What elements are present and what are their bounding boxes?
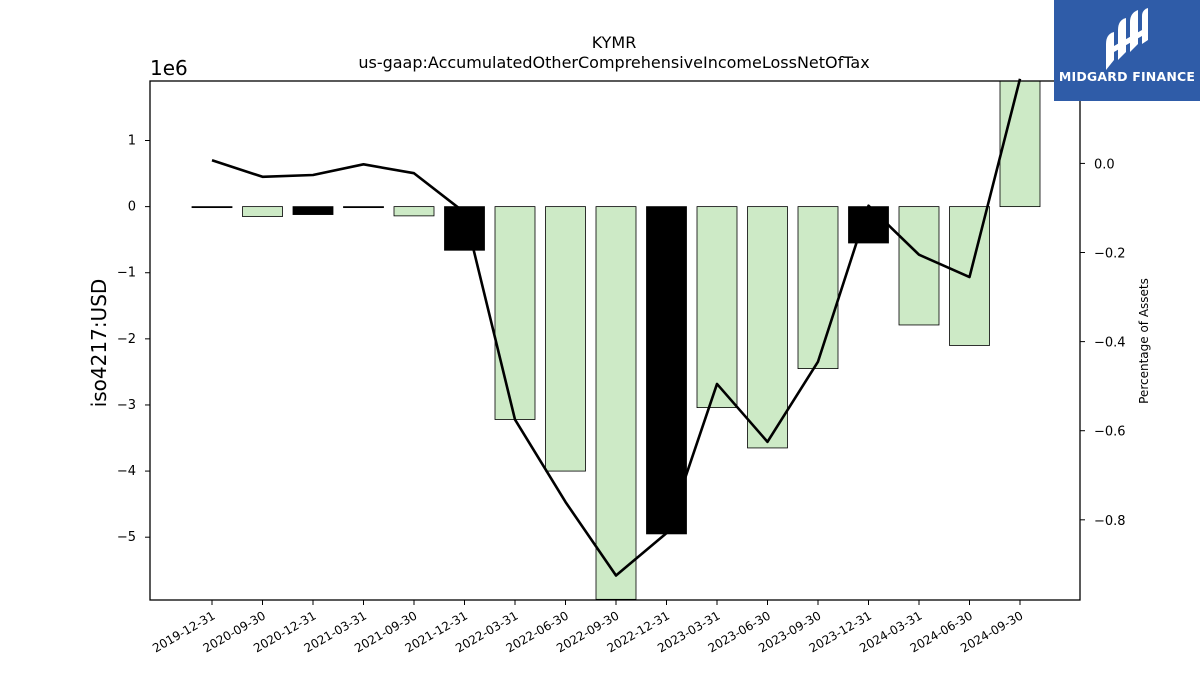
y-tick-label: 0 bbox=[128, 200, 136, 215]
y2-tick-label: −0.2 bbox=[1094, 247, 1126, 262]
y-tick-label: −2 bbox=[117, 332, 136, 347]
y-offset-label: 1e6 bbox=[150, 56, 188, 80]
y-axis-ticks: 1 0 −1 −2 −3 −4 −5 bbox=[117, 134, 150, 545]
y2-tick-label: −0.4 bbox=[1094, 336, 1126, 351]
y-tick-label: 1 bbox=[128, 134, 136, 149]
chart-subtitle: us-gaap:AccumulatedOtherComprehensiveInc… bbox=[358, 53, 869, 72]
y2-tick-label: 0.0 bbox=[1094, 157, 1115, 172]
bar bbox=[696, 206, 738, 409]
y-tick-label: −3 bbox=[117, 398, 136, 413]
logo-text: MIDGARD FINANCE bbox=[1058, 69, 1196, 84]
bar bbox=[191, 206, 233, 209]
y-axis-label: iso4217:USD bbox=[87, 279, 111, 408]
bar bbox=[797, 206, 839, 369]
y-tick-label: −5 bbox=[117, 530, 136, 545]
y2-tick-label: −0.6 bbox=[1094, 425, 1126, 440]
percentage-line bbox=[211, 78, 1022, 577]
x-axis-ticks: 2019-12-312020-09-302020-12-312021-03-31… bbox=[150, 600, 1026, 655]
y2-axis-label: Percentage of Assets bbox=[1137, 278, 1151, 404]
y-tick-label: −4 bbox=[117, 464, 136, 479]
bar bbox=[646, 206, 687, 535]
y2-axis-ticks: 0.0 −0.2 −0.4 −0.6 −0.8 bbox=[1080, 157, 1126, 529]
bar bbox=[343, 206, 384, 209]
bar bbox=[393, 206, 435, 217]
bar bbox=[999, 80, 1041, 208]
bar bbox=[898, 206, 940, 326]
logo-mark-icon bbox=[1106, 8, 1148, 70]
y-tick-label: −1 bbox=[117, 266, 136, 281]
bar bbox=[545, 206, 586, 472]
logo: MIDGARD FINANCE bbox=[1054, 0, 1200, 101]
plot-frame bbox=[149, 80, 1081, 601]
y2-tick-label: −0.8 bbox=[1094, 514, 1126, 529]
bar-series bbox=[191, 80, 1041, 600]
chart-title: KYMR bbox=[592, 33, 637, 52]
bar bbox=[747, 206, 788, 449]
bar bbox=[292, 206, 334, 215]
bar bbox=[595, 206, 637, 600]
bar bbox=[848, 206, 889, 244]
bar bbox=[242, 206, 283, 217]
bar bbox=[494, 206, 536, 420]
